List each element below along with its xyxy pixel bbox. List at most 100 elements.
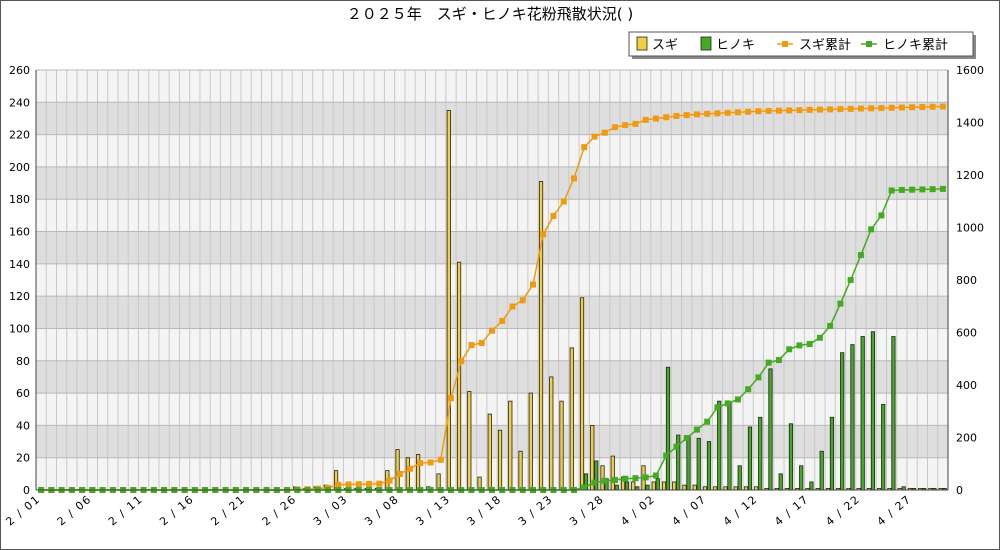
marker-スギ累計 (745, 108, 752, 115)
bar-スギ (415, 454, 421, 491)
legend-box (628, 31, 974, 57)
y-right-tick-label: 800 (956, 274, 977, 287)
marker-スギ累計 (704, 110, 711, 117)
bar-スギ (651, 481, 656, 491)
y-left-tick-label: 240 (9, 96, 30, 109)
bar-スギ (446, 109, 451, 491)
marker-スギ累計 (847, 105, 854, 112)
marker-ヒノキ累計 (693, 426, 700, 433)
marker-ヒノキ累計 (632, 475, 639, 482)
legend-label-ヒノキ累計: ヒノキ累計 (883, 37, 948, 53)
bar-スギ (579, 297, 585, 491)
plot-band (36, 231, 948, 264)
marker-スギ累計 (407, 465, 414, 472)
x-tick-label: 4 / 02 (618, 492, 658, 528)
bar-スギ (518, 450, 523, 491)
legend-label-スギ: スギ (652, 38, 678, 53)
marker-スギ累計 (806, 106, 813, 113)
bar-スギ (497, 429, 503, 491)
bar-ヒノキ (665, 366, 671, 491)
bar-ヒノキ (840, 352, 845, 491)
bar-ヒノキ (717, 400, 722, 491)
y-left-tick-label: 60 (16, 387, 30, 400)
bar-スギ (692, 484, 697, 491)
bar-スギ (661, 481, 667, 491)
bar-ヒノキ (809, 481, 814, 491)
x-tick-label: 2 / 01 (4, 492, 44, 528)
plot-band (36, 166, 948, 200)
marker-スギ累計 (519, 297, 526, 304)
marker-スギ累計 (550, 212, 557, 219)
bar-ヒノキ (891, 336, 896, 491)
y-left-tick-label: 20 (16, 452, 30, 465)
y-right-tick-label: 600 (956, 327, 977, 340)
marker-ヒノキ累計 (714, 404, 721, 411)
marker-ヒノキ累計 (755, 374, 762, 381)
marker-スギ累計 (878, 105, 885, 112)
marker-スギ累計 (499, 317, 506, 324)
marker-スギ累計 (560, 198, 567, 205)
legend-label-ヒノキ: ヒノキ (716, 38, 755, 53)
bar-ヒノキ (788, 423, 794, 491)
x-tick-label: 4 / 17 (772, 492, 812, 528)
y-right-tick-label: 1600 (956, 64, 984, 77)
marker-ヒノキ累計 (611, 477, 618, 484)
y-left-tick-label: 80 (16, 355, 30, 368)
chart-title: ２０２５年 スギ・ヒノキ花粉飛散状況( ) (347, 5, 633, 23)
bar-ヒノキ (860, 336, 865, 491)
marker-スギ累計 (888, 104, 895, 111)
y-left-tick-label: 220 (9, 129, 30, 142)
marker-スギ累計 (509, 303, 516, 310)
marker-スギ累計 (489, 327, 495, 334)
y-left-tick-label: 180 (9, 193, 30, 206)
marker-スギ累計 (939, 103, 946, 110)
plot-band (36, 328, 948, 361)
legend: スギ ヒノキ スギ累計 ヒノキ累計 (628, 31, 976, 59)
bar-ヒノキ (696, 437, 701, 491)
marker-ヒノキ累計 (663, 452, 670, 459)
legend-marker-ヒノキ累計 (866, 41, 872, 47)
marker-スギ累計 (786, 107, 793, 114)
marker-ヒノキ累計 (745, 386, 752, 393)
bar-スギ (538, 181, 544, 491)
marker-ヒノキ累計 (591, 479, 598, 486)
plot-band (36, 263, 948, 297)
marker-スギ累計 (386, 477, 393, 484)
x-tick-label: 2 / 26 (260, 492, 300, 528)
bars (293, 109, 947, 491)
marker-スギ累計 (540, 231, 547, 238)
marker-スギ累計 (570, 175, 577, 182)
x-tick-label: 3 / 23 (516, 492, 556, 528)
marker-ヒノキ累計 (827, 322, 834, 329)
y-right-tick-label: 200 (956, 432, 977, 445)
bar-ヒノキ (624, 481, 630, 491)
bar-スギ (610, 455, 615, 491)
marker-スギ累計 (355, 481, 362, 488)
marker-ヒノキ累計 (796, 342, 803, 349)
y-right-tick-label: 0 (956, 484, 963, 497)
legend-swatch-ヒノキ (700, 36, 712, 51)
y-left-tick-label: 120 (9, 290, 30, 303)
plot-band (36, 134, 948, 167)
marker-スギ累計 (478, 340, 485, 346)
bar-ヒノキ (758, 416, 763, 491)
marker-スギ累計 (837, 106, 844, 113)
marker-スギ累計 (376, 480, 383, 487)
marker-スギ累計 (755, 108, 762, 115)
x-tick-label: 2 / 21 (208, 492, 248, 528)
plot-band (36, 425, 948, 458)
bar-スギ (631, 481, 636, 491)
bar-ヒノキ (614, 484, 619, 491)
marker-ヒノキ累計 (673, 443, 680, 450)
marker-ヒノキ累計 (581, 484, 588, 491)
plot-band (36, 393, 948, 426)
y-left-tick-label: 200 (9, 161, 30, 174)
x-tick-label: 2 / 16 (157, 492, 197, 528)
y-right-tick-label: 1200 (956, 169, 984, 182)
y-left-tick-label: 40 (16, 419, 30, 432)
plot-band (36, 296, 948, 329)
marker-スギ累計 (816, 106, 823, 113)
bar-スギ (405, 457, 410, 491)
marker-スギ累計 (857, 105, 864, 112)
